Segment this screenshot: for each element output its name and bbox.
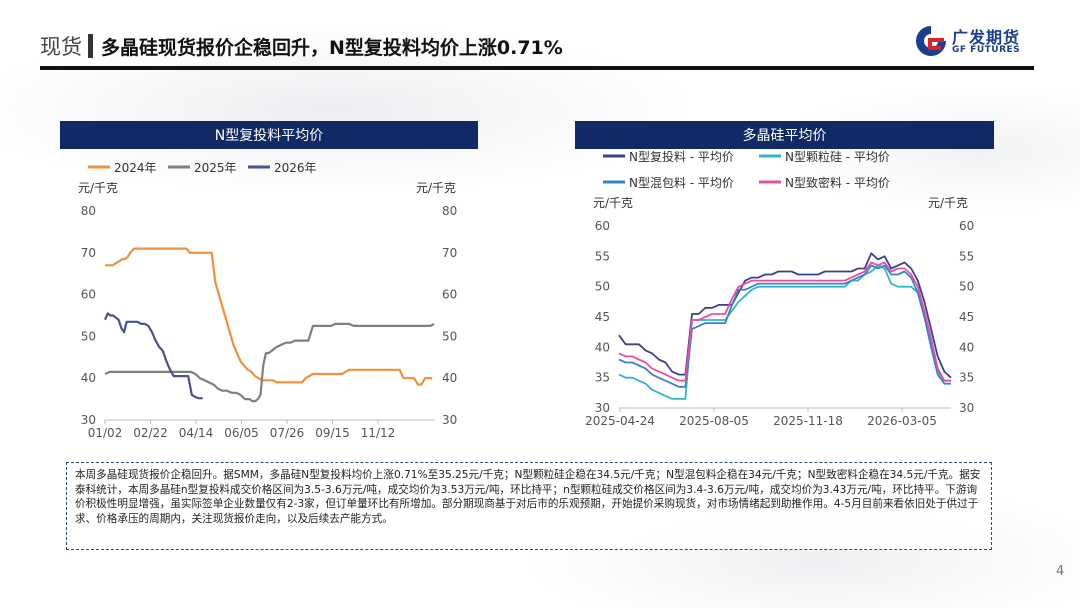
x-tick-label: 01/02 bbox=[88, 426, 123, 440]
series-line-2024 bbox=[105, 247, 433, 386]
y-tick-right: 30 bbox=[959, 401, 974, 415]
y-tick-right: 50 bbox=[442, 329, 457, 343]
header-rule bbox=[40, 66, 1034, 70]
x-tick-label: 06/05 bbox=[224, 426, 259, 440]
x-tick-label: 11/12 bbox=[361, 426, 396, 440]
gf-logo-icon bbox=[916, 26, 946, 56]
legend-label-2024: 2024年 bbox=[114, 161, 157, 175]
x-tick-label: 09/15 bbox=[315, 426, 350, 440]
y-tick-left: 60 bbox=[81, 288, 96, 302]
y-tick-left: 70 bbox=[81, 246, 96, 260]
left-chart-legend: 2024年 2025年 2026年 bbox=[88, 161, 317, 175]
x-tick-label: 02/22 bbox=[133, 426, 168, 440]
y-tick-left: 50 bbox=[595, 280, 610, 294]
y-tick-right: 80 bbox=[442, 204, 457, 218]
right-y-unit: 元/千克 bbox=[416, 181, 456, 195]
commentary-box: 本周多晶硅现货报价企稳回升。据SMM，多晶硅N型复投料均价上涨0.71%至35.… bbox=[66, 462, 992, 550]
right-chart: N型复投料 - 平均价 N型颗粒硅 - 平均价 N型混包料 - 平均价 N型致密… bbox=[585, 149, 974, 428]
page-title: 多晶硅现货报价企稳回升，N型复投料均价上涨0.71% bbox=[101, 36, 563, 59]
series-line-2026 bbox=[103, 312, 203, 400]
legend-label-hun-bao: N型混包料 - 平均价 bbox=[629, 176, 734, 190]
right-chart-legend: N型复投料 - 平均价 N型颗粒硅 - 平均价 N型混包料 - 平均价 N型致密… bbox=[603, 149, 890, 190]
y-tick-right: 40 bbox=[959, 340, 974, 354]
y-tick-left: 35 bbox=[595, 371, 610, 385]
title-divider bbox=[88, 34, 93, 58]
legend-label-2025: 2025年 bbox=[194, 161, 237, 175]
y-tick-right: 70 bbox=[442, 246, 457, 260]
y-tick-right: 55 bbox=[959, 249, 974, 263]
legend-label-fu-tou: N型复投料 - 平均价 bbox=[629, 149, 734, 164]
legend-label-2026: 2026年 bbox=[274, 161, 317, 175]
left-chart-title: N型复投料平均价 bbox=[60, 121, 478, 149]
company-logo: 广发期货 GF FUTURES bbox=[914, 22, 1039, 62]
y-tick-left: 45 bbox=[595, 310, 610, 324]
y-tick-left: 55 bbox=[595, 249, 610, 263]
series-line-hun-bao bbox=[618, 264, 951, 388]
y-tick-left: 30 bbox=[595, 401, 610, 415]
x-tick-label: 04/14 bbox=[179, 426, 214, 440]
header: 现货 多晶硅现货报价企稳回升，N型复投料均价上涨0.71% bbox=[40, 28, 563, 64]
right-chart-title: 多晶硅平均价 bbox=[575, 121, 994, 149]
x-tick-label: 2025-08-05 bbox=[679, 414, 749, 428]
left-y-unit: 元/千克 bbox=[78, 181, 118, 195]
right-y-unit: 元/千克 bbox=[928, 196, 968, 210]
left-y-unit: 元/千克 bbox=[593, 196, 633, 210]
y-tick-left: 80 bbox=[81, 204, 96, 218]
y-tick-right: 35 bbox=[959, 371, 974, 385]
legend-label-ke-li: N型颗粒硅 - 平均价 bbox=[785, 149, 890, 164]
series-line-ke-li bbox=[618, 264, 951, 400]
y-tick-right: 50 bbox=[959, 280, 974, 294]
y-tick-right: 30 bbox=[442, 413, 457, 427]
y-tick-right: 45 bbox=[959, 310, 974, 324]
series-line-zhi-mi bbox=[618, 261, 951, 382]
logo-name-en: GF FUTURES bbox=[952, 45, 1021, 55]
y-tick-left: 60 bbox=[595, 219, 610, 233]
y-tick-right: 60 bbox=[959, 219, 974, 233]
x-tick-label: 2025-11-18 bbox=[773, 414, 843, 428]
y-tick-left: 50 bbox=[81, 329, 96, 343]
y-tick-left: 40 bbox=[81, 371, 96, 385]
section-label: 现货 bbox=[40, 35, 82, 59]
series-line-2025 bbox=[104, 322, 435, 403]
series-line-fu-tou bbox=[618, 252, 952, 379]
x-tick-label: 2025-04-24 bbox=[585, 414, 655, 428]
y-tick-left: 30 bbox=[81, 413, 96, 427]
logo-name-cn: 广发期货 bbox=[952, 28, 1021, 47]
y-tick-left: 40 bbox=[595, 340, 610, 354]
commentary-text: 本周多晶硅现货报价企稳回升。据SMM，多晶硅N型复投料均价上涨0.71%至35.… bbox=[75, 469, 981, 525]
left-chart: 2024年 2025年 2026年 元/千克 元/千克 30 40 50 60 70 80… bbox=[78, 161, 457, 440]
x-tick-label: 2026-03-05 bbox=[867, 414, 937, 428]
page-number: 4 bbox=[1056, 564, 1065, 579]
x-tick-label: 07/26 bbox=[270, 426, 305, 440]
y-tick-right: 40 bbox=[442, 371, 457, 385]
legend-label-zhi-mi: N型致密料 - 平均价 bbox=[785, 175, 890, 190]
y-tick-right: 60 bbox=[442, 288, 457, 302]
